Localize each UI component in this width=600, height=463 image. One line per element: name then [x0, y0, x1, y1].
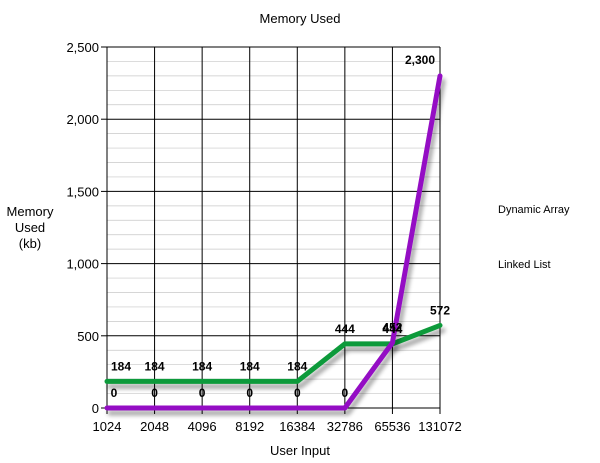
x-tick-label: 8192	[235, 419, 264, 434]
y-axis-label-line: Used	[15, 220, 45, 235]
data-label: 0	[246, 386, 253, 400]
y-tick-label: 500	[77, 329, 99, 344]
legend-label: Linked List	[498, 259, 551, 271]
data-labels: 184 184 184 184 184 444 444 572 0 0 0 0 0 0 452 2,300	[111, 53, 451, 400]
data-label: 184	[192, 359, 212, 373]
series-line-dynamic-array	[104, 322, 443, 384]
y-tick-label: 2,500	[66, 40, 99, 55]
y-tick-label: 1,500	[66, 184, 99, 199]
x-tick-label: 65536	[374, 419, 410, 434]
data-label: 0	[151, 386, 158, 400]
data-label: 444	[382, 322, 402, 336]
y-axis-label-line: (kb)	[19, 236, 41, 251]
x-tick-label: 32786	[327, 419, 363, 434]
y-tick-label: 1,000	[66, 257, 99, 272]
data-label: 572	[430, 303, 450, 317]
data-label: 0	[199, 386, 206, 400]
series	[104, 73, 443, 411]
y-tick-label: 0	[92, 401, 99, 416]
data-label: 0	[294, 386, 301, 400]
data-label: 444	[335, 322, 355, 336]
legend: Dynamic Array Linked List	[475, 204, 570, 271]
data-label: 184	[240, 359, 260, 373]
legend-label: Dynamic Array	[498, 204, 570, 216]
x-axis-label: User Input	[270, 443, 330, 458]
x-tick-label: 131072	[418, 419, 461, 434]
axes: 0 500 1,000 1,500 2,000 2,500 1024 2048 4096 8192…	[66, 40, 461, 434]
data-label: 184	[145, 359, 165, 373]
series-line-linked-list	[104, 73, 443, 411]
grid	[106, 46, 441, 409]
data-label: 184	[287, 359, 307, 373]
y-axis-label: Memory Used (kb)	[7, 204, 54, 251]
x-tick-label: 16384	[279, 419, 315, 434]
data-label: 184	[111, 359, 131, 373]
chart-title: Memory Used	[260, 11, 341, 26]
data-label: 2,300	[405, 53, 435, 67]
data-label: 452	[382, 321, 402, 335]
data-label: 0	[111, 386, 118, 400]
data-label: 0	[342, 386, 349, 400]
x-tick-label: 1024	[93, 419, 122, 434]
x-tick-label: 4096	[188, 419, 217, 434]
y-tick-label: 2,000	[66, 112, 99, 127]
x-tick-label: 2048	[140, 419, 169, 434]
y-axis-label-line: Memory	[7, 204, 54, 219]
